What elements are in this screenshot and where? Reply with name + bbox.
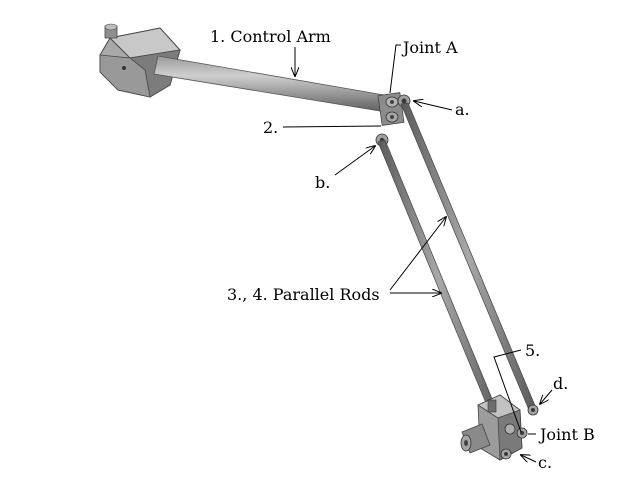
five-label: 5.: [525, 341, 540, 360]
b-arrow: [334, 146, 375, 176]
two-leader: [282, 125, 382, 128]
leader-lines: [282, 44, 553, 463]
d-arrow: [540, 389, 553, 404]
joint-b-assembly: [460, 394, 539, 461]
a-label: a.: [455, 100, 470, 119]
parallel-rod-4: [400, 102, 537, 411]
joint-a-label: Joint A: [401, 38, 458, 57]
a-arrow: [414, 101, 453, 111]
joint-a-assembly: [375, 92, 411, 147]
joint-b-label: Joint B: [538, 425, 595, 444]
c-label: c.: [538, 453, 552, 472]
b-label: b.: [315, 173, 330, 192]
control-arm: [153, 55, 393, 113]
two-label: 2.: [263, 118, 278, 137]
rods-arrow-upper: [389, 217, 446, 291]
parallel-rods-label: 3., 4. Parallel Rods: [227, 285, 380, 304]
d-label: d.: [553, 374, 568, 393]
five-leader: [493, 349, 522, 433]
joint-a-leader: [389, 44, 401, 94]
control-arm-label: 1. Control Arm: [210, 27, 331, 46]
c-arrow: [521, 455, 537, 463]
